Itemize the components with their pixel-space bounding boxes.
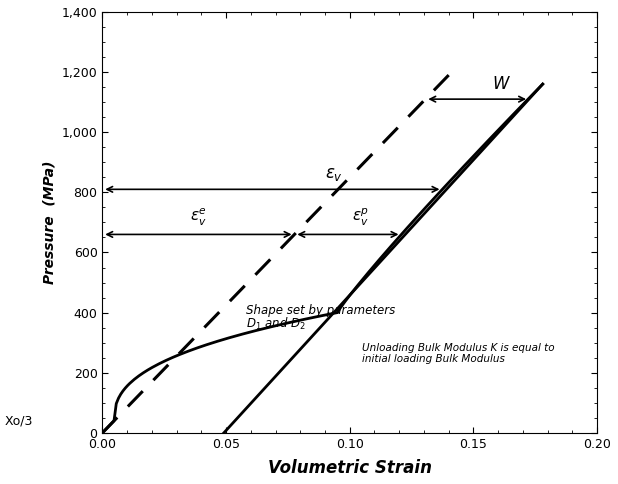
Text: Shape set by parameters: Shape set by parameters [246, 303, 395, 317]
Text: $D_1$ and $D_2$: $D_1$ and $D_2$ [246, 316, 305, 332]
Text: Unloading Bulk Modulus K is equal to
initial loading Bulk Modulus: Unloading Bulk Modulus K is equal to ini… [362, 343, 555, 364]
Text: Xo/3: Xo/3 [5, 414, 33, 427]
X-axis label: Volumetric Strain: Volumetric Strain [268, 459, 432, 477]
Text: $W$: $W$ [493, 75, 512, 92]
Text: $\varepsilon^e_v$: $\varepsilon^e_v$ [190, 207, 207, 228]
Text: $\varepsilon_v$: $\varepsilon_v$ [325, 166, 343, 183]
Y-axis label: Pressure  (MPa): Pressure (MPa) [42, 161, 56, 284]
Text: $\varepsilon^p_v$: $\varepsilon^p_v$ [352, 207, 369, 228]
